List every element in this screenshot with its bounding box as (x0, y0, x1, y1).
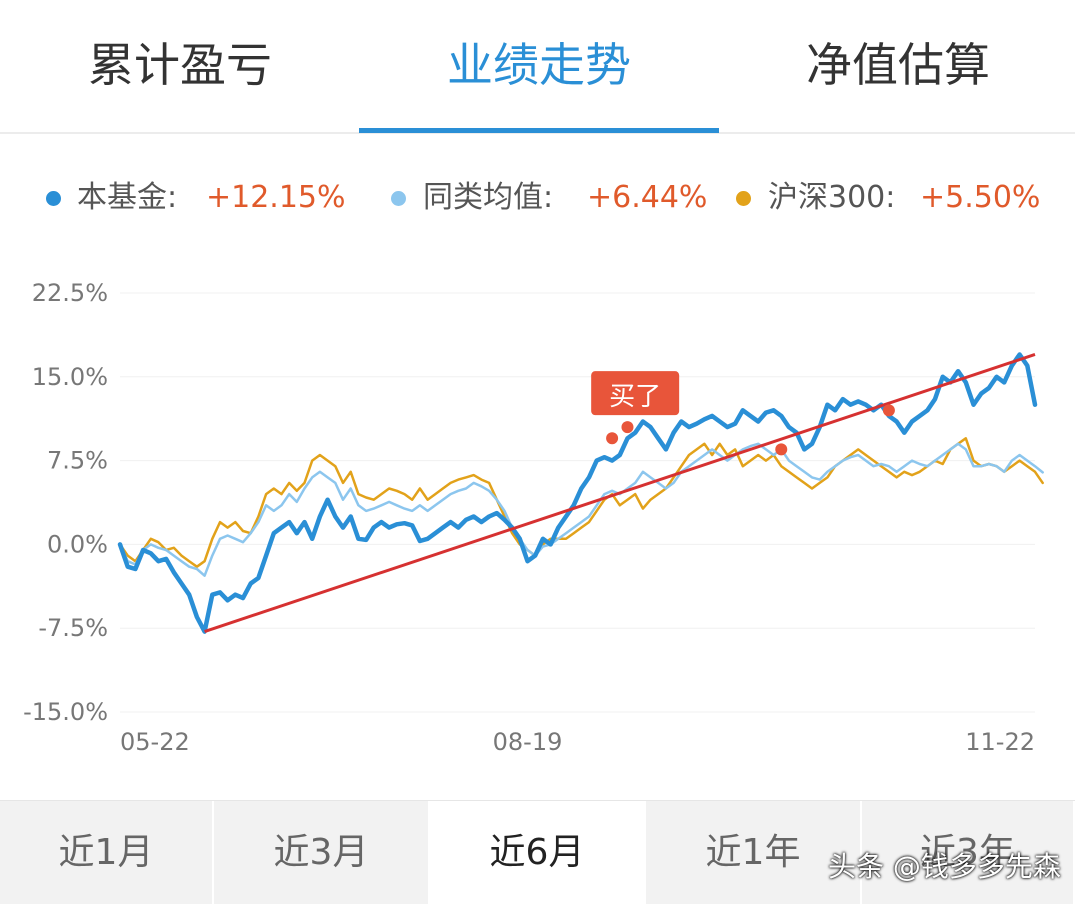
active-tab-indicator (359, 128, 719, 133)
x-tick-label: 11-22 (965, 728, 1035, 756)
watermark: 头条 @钱多多先森 (828, 850, 1061, 883)
trade-marker (606, 432, 619, 445)
annotation-label: 买了 (609, 382, 661, 412)
legend-label: 沪深300: (768, 180, 896, 215)
tab-bar: 累计盈亏 业绩走势 净值估算 (0, 0, 1075, 134)
range-1-month[interactable]: 近1月 (0, 801, 214, 904)
legend-value: +12.15% (206, 180, 346, 215)
range-6-months[interactable]: 近6月 (430, 801, 646, 904)
legend-value: +6.44% (587, 180, 708, 215)
legend-dot-csi300 (736, 191, 751, 206)
x-tick-label: 08-19 (493, 728, 563, 756)
legend-label: 同类均值: (423, 180, 554, 215)
tab-nav-estimate[interactable]: 净值估算 (806, 38, 990, 92)
y-tick-label: 0.0% (47, 530, 108, 558)
trade-marker (621, 421, 634, 434)
y-tick-label: 7.5% (47, 447, 108, 475)
y-tick-label: 15.0% (32, 363, 108, 391)
tab-performance-trend[interactable]: 业绩走势 (447, 38, 631, 92)
range-3-years[interactable]: 近3年 (862, 801, 1075, 904)
trade-marker (882, 404, 895, 417)
legend-dot-fund (46, 191, 61, 206)
y-tick-label: 22.5% (32, 279, 108, 307)
annotation-bubble (591, 371, 680, 416)
y-tick-label: -7.5% (38, 614, 108, 642)
legend-dot-peer-average (391, 191, 406, 206)
time-range-selector: 近1月 近3月 近6月 近1年 近3年 (0, 800, 1075, 904)
range-1-year[interactable]: 近1年 (646, 801, 862, 904)
series-line-peer-average (118, 442, 1044, 577)
legend-label: 本基金: (77, 180, 178, 215)
trade-marker (775, 443, 788, 456)
tab-cumulative-pnl[interactable]: 累计盈亏 (88, 38, 272, 92)
y-tick-label: -15.0% (23, 698, 108, 726)
legend-value: +5.50% (920, 180, 1041, 215)
series-line-csi300 (118, 437, 1044, 568)
range-3-months[interactable]: 近3月 (214, 801, 430, 904)
performance-line-chart: 22.5% 15.0% 7.5% 0.0% -7.5% -15.0% 05-22 08-19 1… (23, 279, 1044, 756)
series-line-fund (117, 352, 1038, 634)
trend-line (204, 353, 1036, 633)
x-tick-label: 05-22 (120, 728, 190, 756)
